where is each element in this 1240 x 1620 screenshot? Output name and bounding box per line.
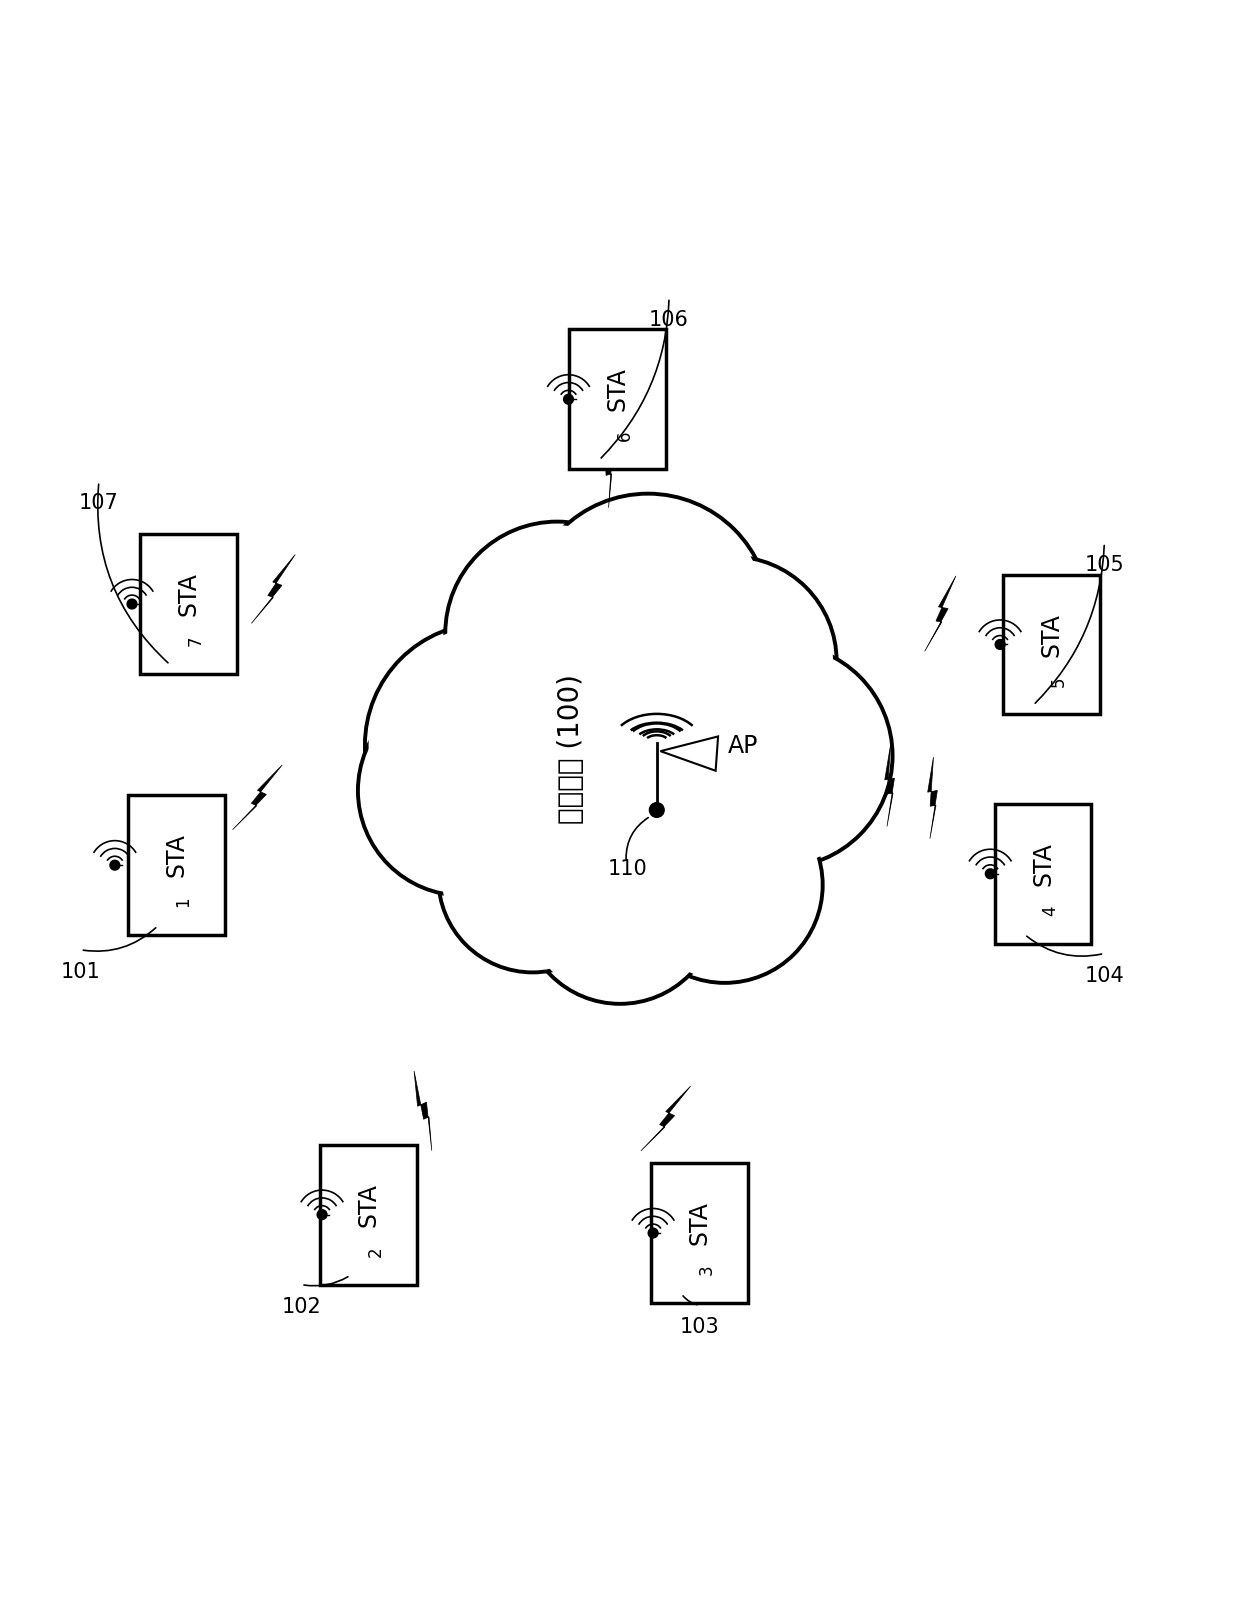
Circle shape <box>445 522 668 745</box>
Circle shape <box>650 802 665 818</box>
Text: 传输信道 (100): 传输信道 (100) <box>557 674 585 823</box>
Text: STA: STA <box>357 1183 381 1226</box>
Circle shape <box>438 591 802 954</box>
Text: STA: STA <box>605 368 630 411</box>
FancyBboxPatch shape <box>128 795 224 935</box>
Circle shape <box>441 595 799 951</box>
Text: 4: 4 <box>1042 906 1059 915</box>
Polygon shape <box>661 737 718 771</box>
Circle shape <box>368 627 606 863</box>
Text: 7: 7 <box>187 635 205 646</box>
Text: 106: 106 <box>649 309 689 329</box>
Text: STA: STA <box>176 572 201 616</box>
Circle shape <box>986 868 996 878</box>
Text: AP: AP <box>728 734 759 758</box>
Circle shape <box>564 394 573 403</box>
Circle shape <box>672 648 889 863</box>
Text: 107: 107 <box>79 494 119 514</box>
Circle shape <box>526 812 714 1000</box>
Text: 1: 1 <box>175 896 192 907</box>
Text: 110: 110 <box>608 859 647 880</box>
Circle shape <box>358 685 568 896</box>
Polygon shape <box>925 577 956 651</box>
Circle shape <box>996 640 1004 650</box>
Circle shape <box>128 599 136 609</box>
Circle shape <box>362 690 564 893</box>
Circle shape <box>441 787 624 969</box>
FancyBboxPatch shape <box>140 535 237 674</box>
FancyBboxPatch shape <box>994 804 1091 943</box>
Circle shape <box>365 624 610 868</box>
Polygon shape <box>414 1071 432 1150</box>
Circle shape <box>649 1228 658 1238</box>
Circle shape <box>631 561 833 763</box>
Text: 3: 3 <box>698 1265 715 1275</box>
Text: 104: 104 <box>1085 966 1125 985</box>
Text: STA: STA <box>1039 612 1064 656</box>
Circle shape <box>526 494 770 739</box>
Circle shape <box>627 787 822 983</box>
Text: STA: STA <box>688 1202 712 1246</box>
Text: 2: 2 <box>367 1246 384 1257</box>
FancyBboxPatch shape <box>1003 575 1100 714</box>
Polygon shape <box>885 745 894 826</box>
Polygon shape <box>233 765 283 829</box>
Text: 6: 6 <box>616 431 634 441</box>
Text: 101: 101 <box>61 962 100 982</box>
Circle shape <box>438 591 802 954</box>
Circle shape <box>438 784 627 972</box>
FancyBboxPatch shape <box>320 1145 417 1285</box>
Polygon shape <box>252 554 295 624</box>
Text: 105: 105 <box>1085 554 1125 575</box>
Circle shape <box>627 557 837 766</box>
Circle shape <box>449 525 665 742</box>
Circle shape <box>110 860 120 870</box>
Text: STA: STA <box>1030 842 1055 886</box>
Circle shape <box>631 791 818 978</box>
Circle shape <box>365 624 610 868</box>
Circle shape <box>358 685 568 896</box>
Circle shape <box>445 522 668 745</box>
Circle shape <box>522 808 718 1004</box>
Text: STA: STA <box>164 833 188 878</box>
Circle shape <box>627 787 822 983</box>
Circle shape <box>522 808 718 1004</box>
FancyBboxPatch shape <box>569 329 666 470</box>
Circle shape <box>317 1210 327 1220</box>
Text: 102: 102 <box>281 1296 321 1317</box>
FancyBboxPatch shape <box>651 1163 748 1302</box>
Text: 5: 5 <box>1050 676 1068 687</box>
Circle shape <box>668 643 893 868</box>
Text: 103: 103 <box>680 1317 719 1338</box>
Circle shape <box>668 643 893 868</box>
Polygon shape <box>928 757 937 839</box>
Circle shape <box>526 494 770 739</box>
Circle shape <box>627 557 837 766</box>
Polygon shape <box>641 1085 691 1150</box>
Circle shape <box>438 784 627 972</box>
Polygon shape <box>603 426 611 507</box>
Circle shape <box>529 497 766 734</box>
